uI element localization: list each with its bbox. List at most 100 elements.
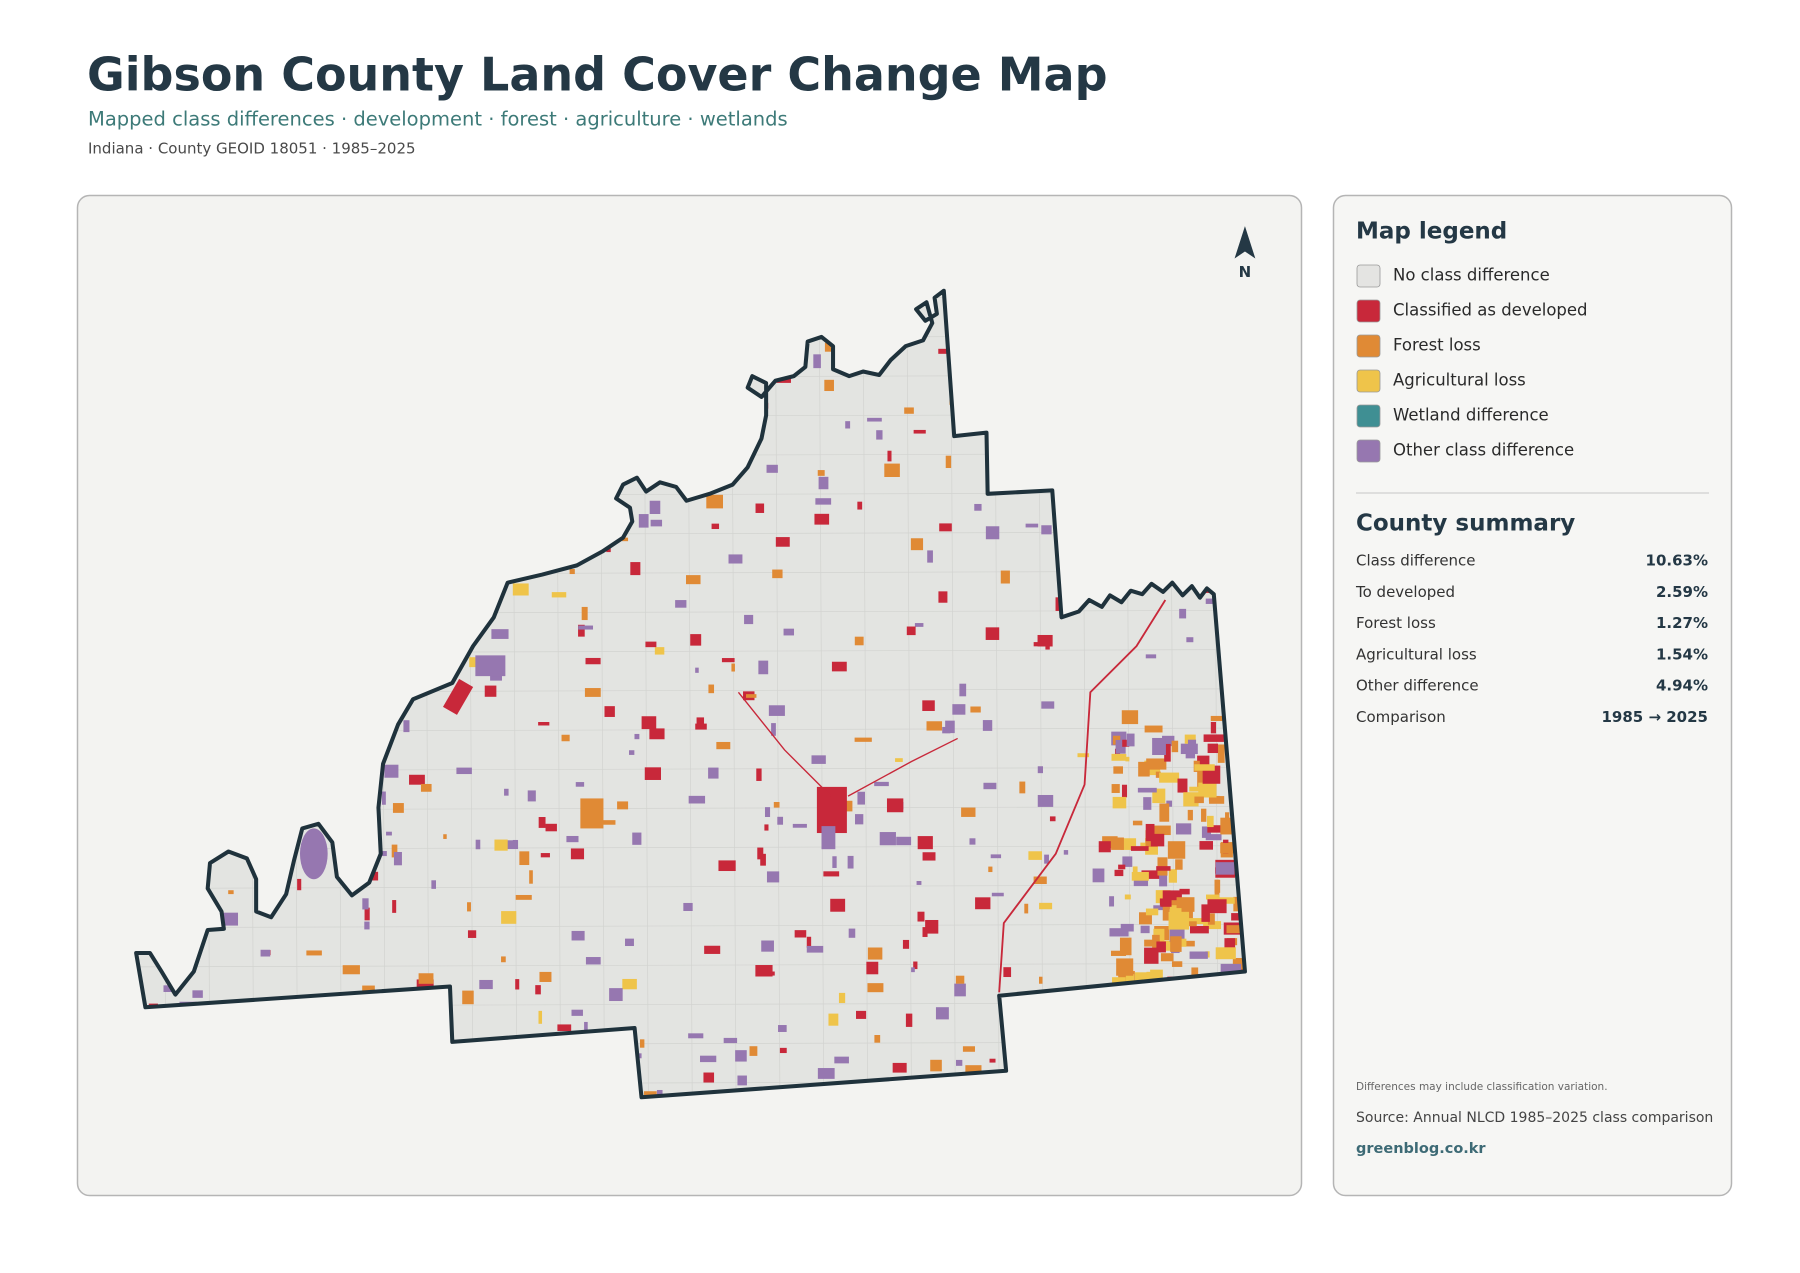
- legend-label: Wetland difference: [1393, 406, 1549, 425]
- change-patch: [867, 947, 883, 960]
- change-patch: [930, 1059, 942, 1072]
- summary-value: 1.54%: [1656, 645, 1708, 663]
- change-patch: [1189, 925, 1209, 934]
- change-patch: [1037, 794, 1054, 807]
- change-patch: [1199, 841, 1213, 850]
- county-boundary: [134, 288, 1247, 1100]
- change-patch: [728, 554, 743, 564]
- change-patch: [604, 706, 615, 717]
- change-patch: [1178, 940, 1195, 947]
- change-patch: [817, 470, 825, 476]
- change-patch: [1041, 525, 1052, 535]
- change-patch: [1203, 734, 1224, 742]
- change-patch: [1144, 725, 1163, 733]
- change-patch: [1159, 803, 1170, 822]
- change-patch: [639, 1039, 645, 1048]
- change-patch: [935, 1007, 949, 1020]
- change-patch: [1178, 938, 1187, 947]
- change-patch: [538, 1010, 543, 1024]
- change-patch: [721, 658, 735, 663]
- change-patch: [768, 705, 785, 716]
- change-patch: [744, 614, 754, 625]
- change-patch: [814, 513, 830, 525]
- change-patch: [1152, 737, 1166, 756]
- change-patch: [818, 476, 829, 490]
- change-patch: [1119, 937, 1132, 956]
- legend-items: No class difference Classified as develop…: [1356, 264, 1588, 463]
- change-patch: [1111, 837, 1124, 850]
- change-patch: [637, 1053, 642, 1059]
- change-patch: [617, 801, 629, 810]
- change-patch: [854, 636, 864, 646]
- change-patch: [764, 824, 769, 831]
- summary-value: 10.63%: [1646, 552, 1708, 570]
- change-patch: [535, 985, 541, 995]
- change-patch: [638, 514, 649, 528]
- change-patch: [420, 783, 432, 792]
- change-patch: [806, 936, 812, 948]
- change-patch: [905, 1013, 913, 1027]
- change-patch: [1024, 903, 1029, 914]
- change-patch: [916, 880, 922, 885]
- change-patch: [519, 851, 530, 866]
- legend-label: Other class difference: [1393, 441, 1574, 460]
- change-patch: [848, 928, 856, 938]
- change-patch: [989, 1058, 996, 1063]
- change-patch: [910, 538, 924, 551]
- change-patch: [745, 694, 757, 698]
- change-patch: [578, 625, 594, 630]
- change-patch: [771, 723, 776, 736]
- change-patch: [1044, 854, 1049, 864]
- change-patch: [1111, 784, 1120, 793]
- change-patch: [766, 464, 778, 473]
- change-patch: [1143, 797, 1152, 810]
- change-patch: [857, 501, 863, 510]
- change-patch: [391, 844, 398, 858]
- change-patch: [975, 897, 991, 910]
- change-patch: [854, 737, 872, 742]
- site-link[interactable]: greenblog.co.kr: [1356, 1141, 1486, 1157]
- source: Source: Annual NLCD 1985–2025 class comp…: [1356, 1110, 1713, 1126]
- field-line: [136, 884, 1245, 889]
- change-patch: [575, 782, 585, 787]
- change-patch: [695, 667, 699, 673]
- change-patch: [578, 624, 585, 637]
- subtitle: Mapped class differences · development ·…: [88, 108, 788, 131]
- change-patch: [479, 979, 493, 990]
- change-patch: [1169, 900, 1183, 906]
- change-patch: [1219, 897, 1235, 904]
- change-patch: [654, 647, 665, 655]
- change-patch: [1156, 941, 1166, 953]
- change-patch: [585, 957, 601, 965]
- change-patch: [1207, 743, 1219, 754]
- change-patch: [686, 575, 701, 585]
- change-patch: [1152, 934, 1160, 952]
- change-patch: [867, 417, 882, 422]
- change-patch: [512, 583, 529, 596]
- change-patch: [443, 834, 447, 839]
- north-arrow: [1234, 226, 1256, 259]
- change-patch: [922, 700, 935, 711]
- change-patch: [1171, 961, 1183, 967]
- change-patch: [766, 871, 780, 883]
- change-patch: [342, 965, 360, 975]
- change-patch: [945, 720, 955, 734]
- change-patch: [855, 814, 864, 825]
- change-patch: [1201, 826, 1211, 838]
- change-patch: [1041, 701, 1055, 709]
- change-patch: [475, 839, 481, 850]
- change-patch: [688, 795, 706, 804]
- change-patch: [1177, 778, 1188, 793]
- change-patch: [584, 1021, 588, 1036]
- change-patch: [1159, 875, 1168, 887]
- change-patch: [1206, 894, 1220, 900]
- change-patch: [1138, 912, 1152, 925]
- change-patch: [990, 854, 1002, 859]
- change-patch: [1003, 967, 1012, 978]
- change-patch: [917, 836, 933, 850]
- change-patch: [1138, 761, 1150, 777]
- change-patch: [688, 1033, 704, 1039]
- change-patch: [1115, 739, 1126, 754]
- road: [998, 599, 1167, 993]
